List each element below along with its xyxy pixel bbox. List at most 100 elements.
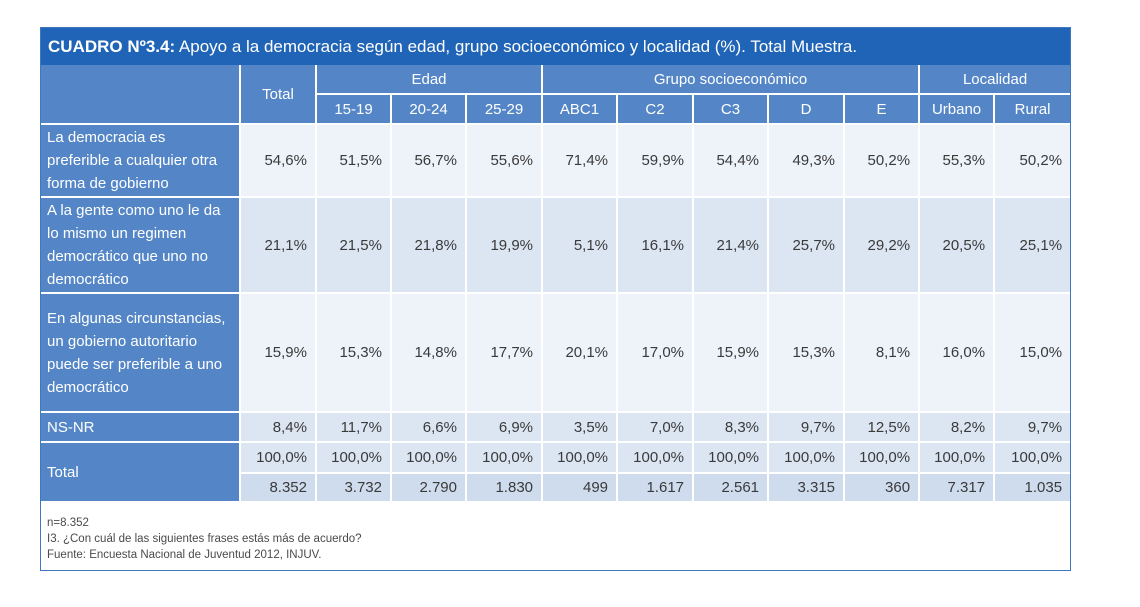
cell-value: 8.352: [241, 474, 317, 503]
cell-value: 25,1%: [995, 198, 1071, 294]
table-notes: n=8.352 I3. ¿Con cuál de las siguientes …: [47, 515, 362, 563]
cell-value: 3.315: [769, 474, 846, 503]
cell-value: 8,1%: [845, 294, 921, 413]
data-table: Total Edad Grupo socioeconómico Localida…: [41, 65, 1071, 503]
cell-value: 7.317: [920, 474, 996, 503]
cell-value: 15,9%: [694, 294, 770, 413]
row-label: En algunas circunstancias, un gobierno a…: [41, 294, 241, 413]
cell-value: 21,8%: [392, 198, 467, 294]
cell-value: 8,3%: [694, 413, 770, 443]
cell-value: 9,7%: [769, 413, 846, 443]
cell-value: 54,6%: [241, 125, 317, 198]
cell-value: 6,6%: [392, 413, 467, 443]
cell-value: 100,0%: [995, 443, 1071, 474]
cell-value: 8,4%: [241, 413, 317, 443]
cell-value: 20,1%: [543, 294, 619, 413]
header-col-20-24: 20-24: [392, 95, 467, 125]
cell-value: 7,0%: [618, 413, 695, 443]
header-col-urbano: Urbano: [920, 95, 996, 125]
table-title-text: Apoyo a la democracia según edad, grupo …: [175, 37, 858, 56]
cell-value: 3,5%: [543, 413, 619, 443]
table-row: La democracia es preferible a cualquier …: [41, 125, 1071, 198]
cell-value: 15,3%: [317, 294, 392, 413]
cell-value: 5,1%: [543, 198, 619, 294]
cell-value: 21,4%: [694, 198, 770, 294]
cell-value: 100,0%: [241, 443, 317, 474]
cell-value: 17,0%: [618, 294, 695, 413]
cell-value: 21,1%: [241, 198, 317, 294]
cell-value: 50,2%: [845, 125, 921, 198]
cell-value: 1.035: [995, 474, 1071, 503]
cell-value: 100,0%: [317, 443, 392, 474]
cell-value: 2.561: [694, 474, 770, 503]
header-col-c2: C2: [618, 95, 695, 125]
cell-value: 2.790: [392, 474, 467, 503]
header-row-groups: Total Edad Grupo socioeconómico Localida…: [41, 65, 1071, 125]
cell-value: 56,7%: [392, 125, 467, 198]
cell-value: 3.732: [317, 474, 392, 503]
cell-value: 17,7%: [467, 294, 544, 413]
cell-value: 16,0%: [920, 294, 996, 413]
table-title: CUADRO Nº3.4: Apoyo a la democracia segú…: [41, 28, 1070, 65]
cell-value: 71,4%: [543, 125, 619, 198]
cell-value: 55,6%: [467, 125, 544, 198]
table-code: CUADRO Nº3.4:: [48, 37, 176, 56]
cell-value: 360: [845, 474, 921, 503]
header-row-columns: 15-19 20-24 25-29 ABC1 C2 C3 D E Urbano …: [41, 95, 1071, 125]
cell-value: 15,9%: [241, 294, 317, 413]
cell-value: 9,7%: [995, 413, 1071, 443]
cell-value: 100,0%: [694, 443, 770, 474]
cell-value: 100,0%: [920, 443, 996, 474]
table-row: A la gente como uno le da lo mismo un re…: [41, 198, 1071, 294]
cell-value: 19,9%: [467, 198, 544, 294]
cell-value: 12,5%: [845, 413, 921, 443]
cell-value: 15,3%: [769, 294, 846, 413]
cell-value: 20,5%: [920, 198, 996, 294]
cell-value: 8,2%: [920, 413, 996, 443]
cell-value: 55,3%: [920, 125, 996, 198]
cell-value: 54,4%: [694, 125, 770, 198]
cell-value: 29,2%: [845, 198, 921, 294]
row-label: NS-NR: [41, 413, 241, 443]
cell-value: 6,9%: [467, 413, 544, 443]
cell-value: 100,0%: [618, 443, 695, 474]
header-total: Total: [241, 65, 317, 125]
cell-value: 100,0%: [769, 443, 846, 474]
cell-value: 100,0%: [845, 443, 921, 474]
table-row: En algunas circunstancias, un gobierno a…: [41, 294, 1071, 413]
header-col-abc1: ABC1: [543, 95, 619, 125]
cell-value: 1.617: [618, 474, 695, 503]
total-row-counts: 8.352 3.732 2.790 1.830 499 1.617 2.561 …: [41, 474, 1071, 503]
table-row: NS-NR 8,4% 11,7% 6,6% 6,9% 3,5% 7,0% 8,3…: [41, 413, 1071, 443]
row-label: La democracia es preferible a cualquier …: [41, 125, 241, 198]
cell-value: 100,0%: [543, 443, 619, 474]
note-question: I3. ¿Con cuál de las siguientes frases e…: [47, 533, 362, 545]
header-col-d: D: [769, 95, 846, 125]
header-col-15-19: 15-19: [317, 95, 392, 125]
cell-value: 49,3%: [769, 125, 846, 198]
note-source: Fuente: Encuesta Nacional de Juventud 20…: [47, 549, 322, 561]
header-col-rural: Rural: [995, 95, 1071, 125]
cell-value: 100,0%: [392, 443, 467, 474]
cell-value: 100,0%: [467, 443, 544, 474]
header-group-gse: Grupo socioeconómico: [543, 65, 921, 95]
cell-value: 16,1%: [618, 198, 695, 294]
cell-value: 14,8%: [392, 294, 467, 413]
cell-value: 11,7%: [317, 413, 392, 443]
cell-value: 499: [543, 474, 619, 503]
header-col-e: E: [845, 95, 921, 125]
note-sample-size: n=8.352: [47, 517, 89, 529]
row-label: A la gente como uno le da lo mismo un re…: [41, 198, 241, 294]
header-corner: [41, 65, 241, 125]
cell-value: 1.830: [467, 474, 544, 503]
total-row-percent: Total 100,0% 100,0% 100,0% 100,0% 100,0%…: [41, 443, 1071, 503]
cell-value: 15,0%: [995, 294, 1071, 413]
cell-value: 59,9%: [618, 125, 695, 198]
header-group-edad: Edad: [317, 65, 544, 95]
header-col-c3: C3: [694, 95, 770, 125]
cell-value: 25,7%: [769, 198, 846, 294]
cell-value: 50,2%: [995, 125, 1071, 198]
header-col-25-29: 25-29: [467, 95, 544, 125]
table-container: CUADRO Nº3.4: Apoyo a la democracia segú…: [40, 27, 1071, 571]
cell-value: 51,5%: [317, 125, 392, 198]
